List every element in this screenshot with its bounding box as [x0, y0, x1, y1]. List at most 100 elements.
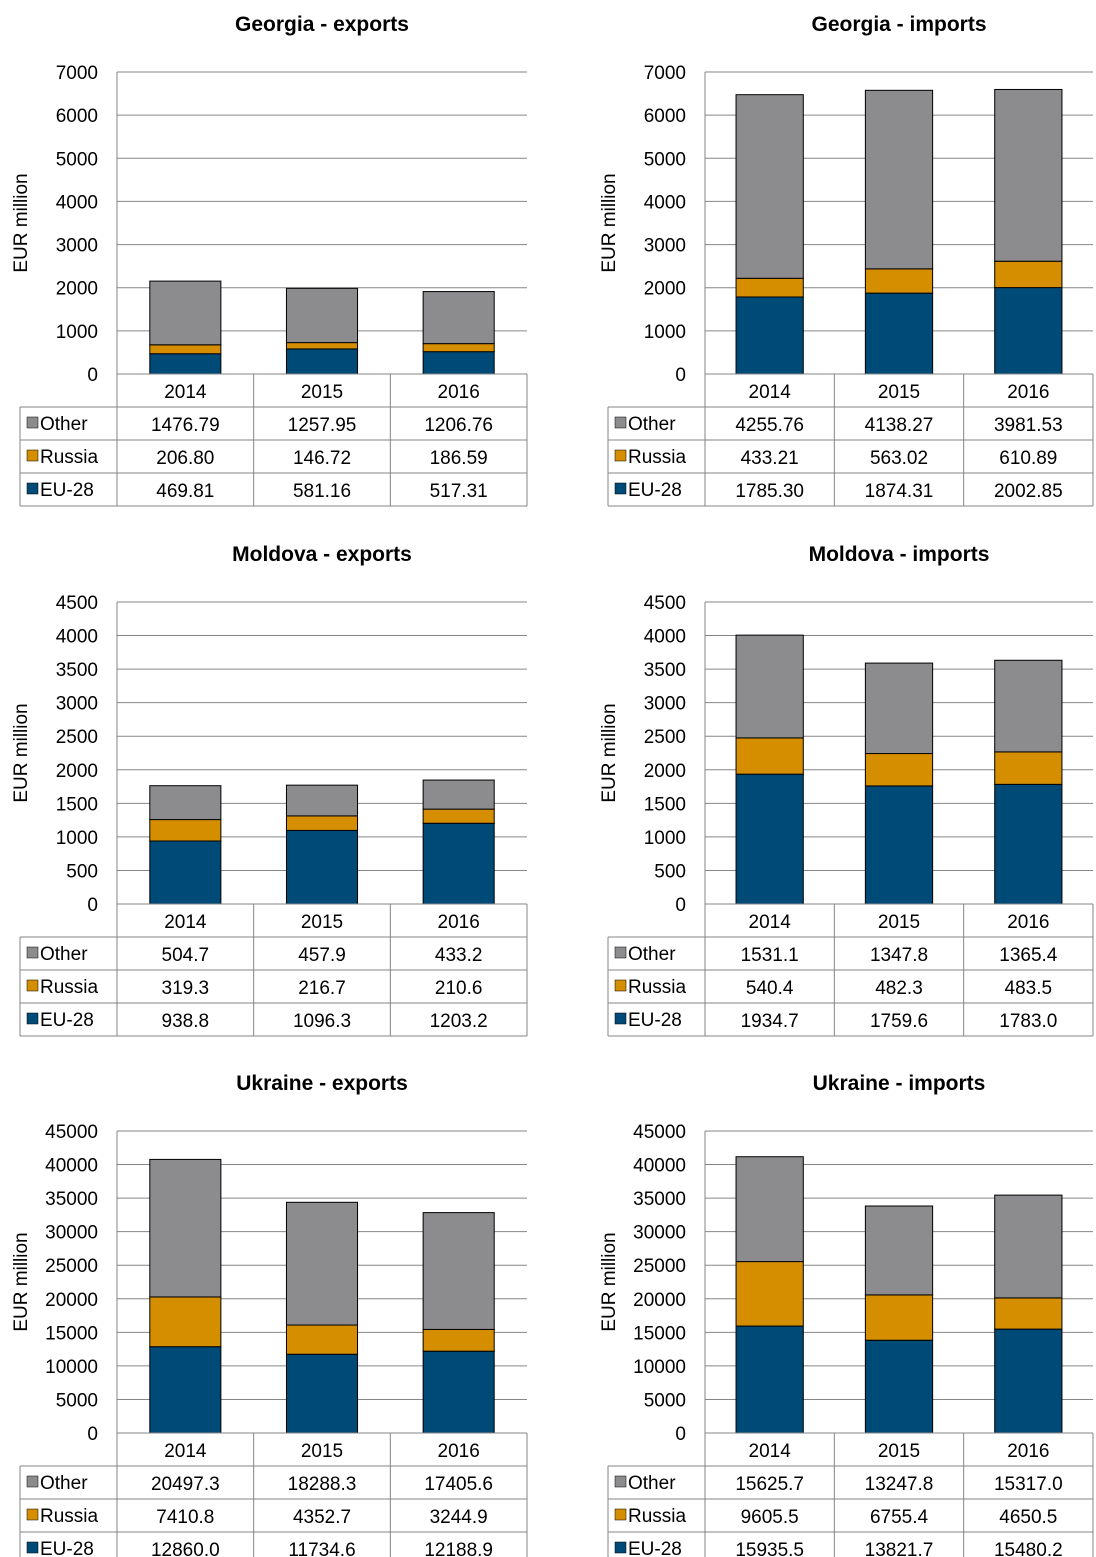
y-axis-label: EUR million — [599, 1232, 620, 1331]
bar-segment — [285, 1353, 359, 1434]
legend-swatch — [26, 979, 39, 992]
y-tick-label: 2000 — [56, 279, 98, 300]
bar-segment — [994, 260, 1063, 289]
chart-title: Moldova - exports — [232, 543, 412, 566]
bar-segment — [994, 1328, 1063, 1434]
y-tick-label: 10000 — [633, 1357, 686, 1378]
bar-segment — [864, 1294, 934, 1341]
legend-label: Other — [628, 1473, 676, 1494]
data-label: 17405.6 — [424, 1474, 493, 1495]
legend-swatch — [26, 482, 39, 495]
data-label: 146.72 — [293, 448, 351, 469]
bar-segment — [422, 1350, 495, 1434]
bar-segment — [994, 1297, 1063, 1330]
x-tick-label: 2014 — [164, 1441, 207, 1462]
y-tick-label: 0 — [87, 365, 98, 386]
data-label: 319.3 — [162, 978, 210, 999]
legend-label: Other — [40, 1473, 88, 1494]
y-tick-label: 500 — [654, 861, 686, 882]
y-tick-label: 0 — [675, 895, 686, 916]
y-tick-label: 20000 — [633, 1290, 686, 1311]
bar-segment — [149, 344, 222, 355]
y-tick-label: 6000 — [56, 106, 98, 127]
legend-swatch — [26, 1508, 39, 1521]
legend-label: EU-28 — [628, 1539, 682, 1557]
legend-label: Other — [628, 414, 676, 435]
data-label: 11734.6 — [288, 1540, 355, 1557]
data-label: 186.59 — [430, 448, 488, 469]
bar-segment — [994, 659, 1063, 753]
bar-segment — [864, 1205, 934, 1296]
data-label: 1531.1 — [741, 945, 799, 966]
bar-segment — [994, 751, 1063, 785]
y-axis-label: EUR million — [11, 1232, 32, 1331]
y-axis-label: EUR million — [11, 703, 32, 802]
data-label: 1347.8 — [870, 945, 928, 966]
bar-segment — [994, 783, 1063, 905]
data-label: 469.81 — [156, 481, 214, 502]
data-label: 482.3 — [875, 978, 923, 999]
data-label: 4650.5 — [999, 1507, 1057, 1528]
legend-label: Other — [628, 944, 676, 965]
chart-panel: Ukraine - exports EUR million 0 5000 10000 15… — [11, 1072, 528, 1557]
bar-segment — [735, 773, 804, 905]
legend-swatch — [614, 979, 627, 992]
y-tick-label: 500 — [66, 861, 98, 882]
data-label: 1206.76 — [424, 415, 493, 436]
x-tick-label: 2015 — [878, 1441, 920, 1462]
y-tick-label: 4000 — [56, 627, 98, 648]
data-label: 563.02 — [870, 448, 928, 469]
y-tick-label: 1000 — [644, 322, 686, 343]
bar-segment — [422, 351, 495, 375]
legend-swatch — [26, 416, 39, 429]
bar-segment — [285, 348, 359, 375]
y-tick-label: 25000 — [45, 1256, 98, 1277]
bar-segment — [285, 784, 359, 817]
chart-title: Ukraine - exports — [236, 1072, 408, 1095]
data-label: 1783.0 — [999, 1011, 1057, 1032]
data-label: 1874.31 — [865, 481, 934, 502]
bar-segment — [285, 1201, 359, 1326]
y-tick-label: 7000 — [644, 63, 686, 84]
bar-segment — [422, 779, 495, 810]
y-tick-label: 20000 — [45, 1290, 98, 1311]
bar-segment — [422, 808, 495, 824]
data-label: 15625.7 — [735, 1474, 804, 1495]
chart-title: Georgia - imports — [811, 13, 986, 36]
x-tick-label: 2016 — [1007, 912, 1049, 933]
data-label: 1203.2 — [430, 1011, 488, 1032]
y-tick-label: 1500 — [644, 794, 686, 815]
y-tick-label: 3000 — [56, 236, 98, 257]
legend-label: EU-28 — [628, 480, 682, 501]
y-tick-label: 10000 — [45, 1357, 98, 1378]
legend-swatch — [26, 1541, 39, 1554]
data-label: 4255.76 — [735, 415, 804, 436]
bar-segment — [149, 819, 222, 842]
bar-segment — [422, 291, 495, 345]
legend-swatch — [26, 946, 39, 959]
data-label: 13821.7 — [865, 1540, 934, 1557]
bar-segment — [994, 88, 1063, 262]
y-tick-label: 6000 — [644, 106, 686, 127]
x-tick-label: 2014 — [749, 1441, 792, 1462]
y-tick-label: 15000 — [633, 1323, 686, 1344]
y-tick-label: 40000 — [45, 1156, 98, 1177]
y-tick-label: 3000 — [644, 694, 686, 715]
y-tick-label: 1000 — [56, 322, 98, 343]
bar-segment — [149, 1158, 222, 1298]
y-tick-label: 4000 — [644, 192, 686, 213]
legend-label: Other — [40, 414, 88, 435]
bar-segment — [864, 89, 934, 270]
chart-title: Ukraine - imports — [813, 1072, 986, 1095]
data-label: 15935.5 — [735, 1540, 804, 1557]
y-tick-label: 3000 — [644, 236, 686, 257]
x-tick-label: 2016 — [1007, 382, 1049, 403]
bar-segment — [735, 634, 804, 739]
bar-segment — [735, 1325, 804, 1434]
data-label: 9605.5 — [741, 1507, 799, 1528]
legend-swatch — [614, 482, 627, 495]
x-tick-label: 2015 — [301, 382, 343, 403]
bar-segment — [285, 342, 359, 350]
y-tick-label: 45000 — [45, 1122, 98, 1143]
bar-segment — [864, 785, 934, 905]
